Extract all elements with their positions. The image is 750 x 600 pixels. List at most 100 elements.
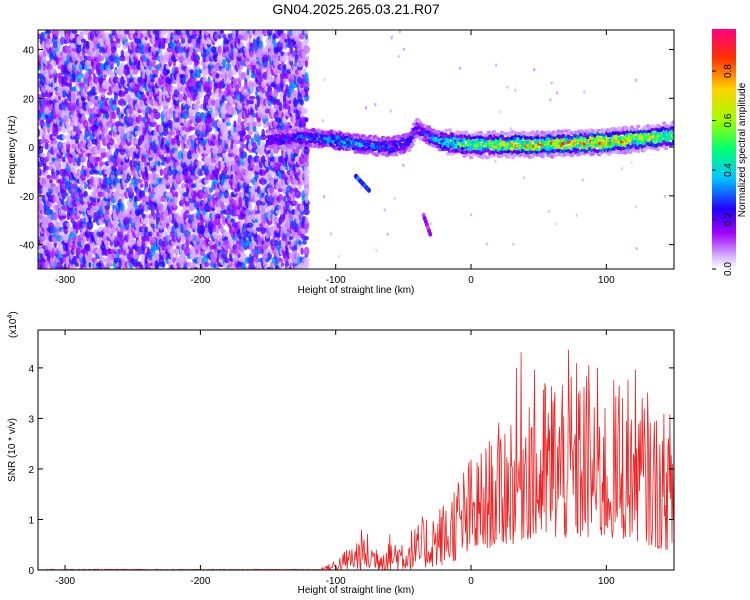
spectrogram-band-cell (412, 139, 417, 143)
spectrogram-cell (73, 85, 77, 93)
spectrogram-cell (59, 142, 65, 150)
spectrogram-cell (494, 159, 497, 163)
spectrogram-cell (66, 139, 71, 145)
spectrogram-cell (80, 60, 87, 66)
spectrogram-cell (386, 232, 389, 236)
spectrogram-cell (86, 220, 94, 230)
spectrogram-cell (261, 46, 266, 53)
spectrogram-cell (244, 134, 252, 140)
spectrogram-cell (390, 35, 394, 39)
spectrogram-cell (97, 139, 101, 144)
spectrogram-cell (198, 160, 203, 167)
spectrogram-cell (304, 72, 309, 80)
spectrogram-cell (124, 51, 129, 57)
spectrogram-cell (100, 257, 106, 264)
spectrogram-cell (42, 235, 47, 241)
spectrogram-cell (95, 146, 102, 155)
spectrogram-cell (255, 130, 259, 136)
spectrogram-cell (64, 98, 69, 107)
spectrogram-cell (39, 152, 46, 157)
spectrogram-cell (469, 213, 473, 217)
spectrogram-cell (247, 130, 254, 136)
spectrogram-cell (52, 142, 59, 151)
spectrogram-cell (509, 127, 512, 131)
spectrogram-cell (429, 222, 433, 226)
spectrogram-cell (630, 160, 633, 165)
spectrogram-cell (113, 256, 118, 264)
spectrogram-cell (38, 194, 42, 204)
spectrogram-cell (95, 30, 102, 35)
spectrogram-cell (304, 216, 309, 225)
spectrogram-cell (218, 45, 222, 54)
spectrogram-cell (533, 67, 536, 72)
spectrogram-cell (104, 59, 110, 66)
spectrogram-cell (512, 242, 515, 246)
spectrogram-cell (303, 258, 310, 263)
spectrogram-cell (550, 81, 553, 85)
spectrogram-cell (337, 254, 341, 259)
spectrogram-cell (375, 248, 378, 253)
spectrogram-cell (547, 209, 551, 213)
spectrogram-cell (38, 122, 41, 127)
spectrogram-band-cell (407, 148, 412, 153)
spectrogram-cell (89, 176, 95, 187)
spectrogram-cell (137, 125, 142, 132)
spectrogram-cell (74, 262, 80, 268)
spectrogram-cell (48, 102, 54, 112)
spectrogram-cell (303, 55, 310, 61)
spectrogram-cell (72, 30, 78, 35)
spectrogram-cell (81, 64, 86, 70)
spectrogram-cell (224, 236, 229, 241)
spectrogram-cell (402, 47, 405, 51)
spectrogram-cell (555, 222, 558, 226)
spectrogram-cell (47, 33, 51, 39)
spectrogram-cell (88, 261, 92, 268)
spectrogram-cell (303, 174, 310, 180)
spectrogram-cell (115, 42, 121, 49)
spectrogram-cell (303, 246, 310, 256)
spectrogram-cell (136, 179, 143, 184)
spectrogram-cell (122, 209, 127, 215)
spectrogram-cell (80, 155, 87, 163)
spectrogram-cell (153, 111, 161, 120)
spectrogram-cell (123, 234, 130, 243)
spectrogram-cell (93, 170, 100, 175)
spectrogram-cell (635, 246, 638, 251)
spectrogram-cell (41, 240, 48, 245)
spectrogram-cell (119, 123, 126, 134)
spectrogram-cell (113, 222, 119, 229)
spectrogram-cell (84, 60, 91, 66)
spectrogram-cell (120, 49, 125, 58)
spectrogram-cell (105, 208, 110, 215)
spectrogram-cell (397, 54, 400, 59)
spectrogram-cell (261, 128, 266, 137)
spectrogram-cell (112, 76, 120, 85)
spectrogram-cell (66, 222, 71, 228)
spectrogram-cell (55, 30, 60, 37)
spectrogram-cell (205, 211, 209, 221)
spectrogram-cell (84, 229, 91, 238)
spectrogram-cell (38, 128, 41, 138)
spectrogram-cell (157, 160, 161, 167)
spectrogram-cell (84, 45, 92, 54)
spectrogram-cell (110, 40, 118, 50)
spectrogram-cell (49, 178, 53, 184)
spectrogram-cell (304, 236, 309, 241)
spectrogram-cell (634, 78, 638, 82)
spectrogram-cell (108, 138, 115, 146)
spectrogram-cell (114, 51, 118, 57)
spectrogram-cell (44, 142, 49, 150)
spectrogram-cell (555, 91, 559, 95)
spectrogram-cell (249, 95, 256, 100)
spectrogram-cell (185, 209, 190, 215)
spectrogram-cell (506, 85, 509, 89)
spectrogram-cell (44, 139, 50, 144)
spectrogram-cell (115, 191, 121, 198)
spectrogram-cell (91, 91, 98, 96)
spectrogram-cell (48, 99, 54, 105)
spectrogram-cell (38, 113, 43, 118)
spectrogram-cell (117, 33, 124, 40)
spectrogram-cell (47, 60, 51, 65)
spectrogram-cell (79, 161, 83, 166)
